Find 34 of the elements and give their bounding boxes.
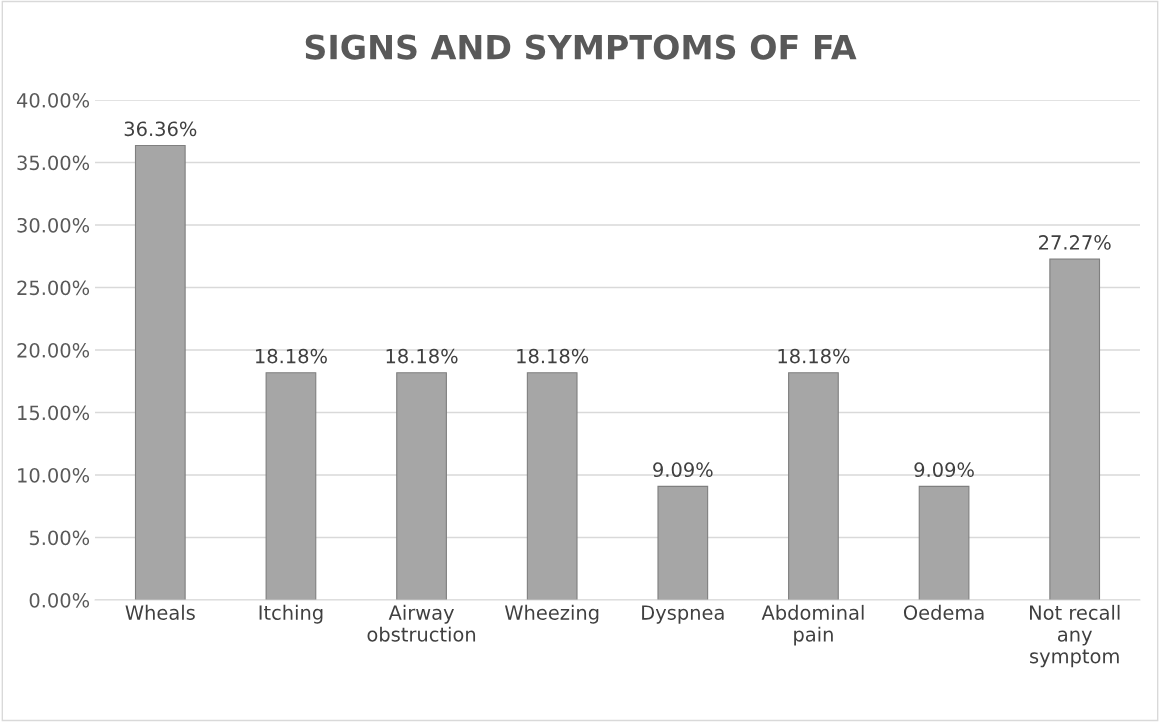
x-tick-label: Dyspnea (642, 605, 724, 624)
data-label: 18.18% (256, 348, 327, 364)
data-label: 9.09% (914, 462, 974, 478)
y-tick-label: 20.00% (17, 342, 90, 358)
bar (265, 372, 317, 600)
x-tick-label: Oedema (903, 604, 984, 620)
data-label: 18.18% (386, 348, 458, 364)
chart-title: SIGNS AND SYMPTOMS OF FA (305, 34, 857, 60)
data-label: 18.18% (517, 348, 589, 364)
bar (918, 485, 970, 600)
y-tick-label: 5.00% (29, 530, 90, 546)
x-tick-label: Not recall any symptom (1030, 604, 1120, 668)
x-tick-label: Wheezing (504, 604, 599, 624)
y-tick-label: 10.00% (18, 467, 90, 483)
y-tick-label: 15.00% (18, 405, 90, 421)
bar (526, 372, 578, 600)
y-tick-label: 30.00% (17, 217, 90, 233)
data-label: 18.18% (778, 348, 850, 364)
x-tick-label: Wheals (125, 604, 195, 620)
y-tick-label: 0.00% (29, 592, 90, 608)
bar (788, 372, 839, 600)
data-label: 27.27% (1039, 235, 1111, 250)
data-label: 9.09% (653, 462, 713, 478)
y-tick-label: 40.00% (16, 92, 90, 108)
bar (134, 144, 186, 600)
bar (396, 372, 447, 600)
x-tick-label: Abdominal pain (761, 604, 864, 646)
bar (1049, 258, 1101, 600)
x-tick-label: Itching (259, 604, 323, 624)
y-tick-label: 25.00% (17, 280, 90, 296)
bar (657, 485, 709, 600)
x-tick-label: Airway obstruction (367, 604, 476, 642)
data-label: 36.36% (124, 121, 197, 137)
y-tick-label: 35.00% (17, 155, 90, 171)
